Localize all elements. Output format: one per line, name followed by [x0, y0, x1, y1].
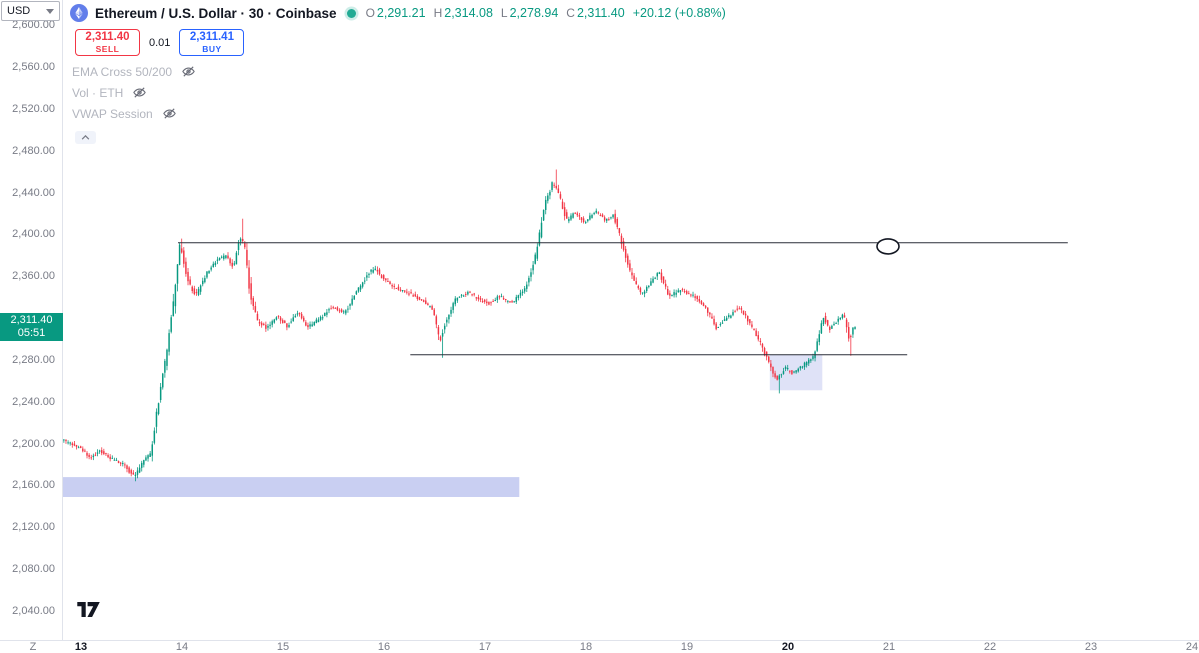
- spread-value: 0.01: [149, 36, 171, 49]
- drawing-rectangle[interactable]: [62, 477, 520, 497]
- symbol-header: Ethereum / U.S. Dollar · 30 · Coinbase O…: [70, 3, 726, 23]
- open-label: O: [365, 6, 375, 20]
- ohlc-readout: O 2,291.21 H 2,314.08 L 2,278.94 C 2,311.40 …: [366, 6, 726, 20]
- time-axis-label: 24: [1185, 641, 1199, 653]
- price-axis-label: 2,160.00: [12, 479, 55, 492]
- time-axis[interactable]: Z 13 14 15 16 17 18 19 20 21 22 23 24: [0, 640, 1199, 653]
- currency-value: USD: [7, 5, 31, 17]
- price-axis[interactable]: 2,311.40 05:51 2,600.00 2,560.00 2,520.00 2…: [0, 0, 63, 640]
- market-status-icon[interactable]: [346, 8, 356, 18]
- bar-countdown: 05:51: [17, 327, 46, 340]
- eye-off-icon[interactable]: [162, 106, 177, 121]
- chevron-up-icon: [81, 135, 90, 140]
- buy-button[interactable]: 2,311.41 BUY: [179, 29, 245, 56]
- time-axis-label: 15: [276, 641, 290, 653]
- price-axis-label: 2,440.00: [12, 186, 55, 199]
- time-axis-label: 18: [579, 641, 593, 653]
- indicator-label: Vol · ETH: [72, 85, 124, 100]
- price-axis-label: 2,480.00: [12, 144, 55, 157]
- current-price-label: 2,311.40 05:51: [0, 313, 63, 342]
- collapse-legend-button[interactable]: [75, 131, 96, 144]
- indicator-label: EMA Cross 50/200: [72, 64, 173, 79]
- price-axis-label: 2,120.00: [12, 521, 55, 534]
- price-axis-label: 2,520.00: [12, 102, 55, 115]
- time-axis-label: 22: [983, 641, 997, 653]
- price-axis-label: 2,600.00: [12, 19, 55, 32]
- chevron-down-icon: [46, 8, 54, 14]
- indicator-row-volume[interactable]: Vol · ETH: [72, 85, 196, 100]
- change-value: +20.12 (+0.88%): [632, 6, 726, 20]
- eye-off-icon[interactable]: [132, 85, 147, 100]
- sell-button[interactable]: 2,311.40 SELL: [75, 29, 140, 56]
- time-axis-label: 14: [175, 641, 189, 653]
- time-axis-label: 21: [882, 641, 896, 653]
- time-axis-label: 20: [781, 641, 795, 653]
- currency-dropdown[interactable]: USD: [1, 1, 60, 21]
- sell-label: SELL: [95, 44, 120, 54]
- low-value: 2,278.94: [509, 6, 559, 20]
- tradingview-logo[interactable]: [77, 602, 101, 622]
- time-axis-label: 17: [478, 641, 492, 653]
- low-label: L: [500, 6, 508, 20]
- eye-off-icon[interactable]: [181, 64, 196, 79]
- indicator-row-vwap[interactable]: VWAP Session: [72, 106, 196, 121]
- time-axis-label: 23: [1084, 641, 1098, 653]
- close-value: 2,311.40: [576, 6, 625, 20]
- price-axis-label: 2,080.00: [12, 563, 55, 576]
- indicator-label: VWAP Session: [72, 106, 153, 121]
- price-axis-label: 2,400.00: [12, 228, 55, 241]
- buy-price: 2,311.41: [189, 30, 234, 43]
- symbol-title[interactable]: Ethereum / U.S. Dollar · 30 · Coinbase: [95, 5, 337, 21]
- high-label: H: [433, 6, 443, 20]
- high-value: 2,314.08: [444, 6, 493, 20]
- ellipse-annotation[interactable]: [876, 238, 900, 255]
- price-axis-label: 2,200.00: [12, 437, 55, 450]
- time-axis-label: 19: [680, 641, 694, 653]
- indicator-row-ema-cross[interactable]: EMA Cross 50/200: [72, 64, 196, 79]
- time-axis-label: 13: [74, 641, 88, 653]
- candlestick-series: [63, 169, 856, 482]
- price-axis-label: 2,560.00: [12, 61, 55, 73]
- price-axis-label: 2,240.00: [12, 395, 55, 408]
- time-axis-label: 16: [377, 641, 391, 653]
- price-axis-label: 2,040.00: [12, 605, 55, 618]
- open-value: 2,291.21: [376, 6, 426, 20]
- sell-price: 2,311.40: [85, 30, 130, 43]
- indicator-legend: EMA Cross 50/200 Vol · ETH VWAP Session: [72, 64, 196, 121]
- price-axis-label: 2,280.00: [12, 353, 55, 366]
- drawing-rectangles: [62, 354, 823, 497]
- ethereum-icon: [70, 4, 88, 22]
- trade-widget: 2,311.40 SELL 0.01 2,311.41 BUY: [75, 29, 245, 56]
- close-label: C: [566, 6, 575, 20]
- buy-label: BUY: [202, 44, 222, 54]
- price-axis-label: 2,360.00: [12, 270, 55, 283]
- timezone-button[interactable]: Z: [29, 641, 37, 653]
- current-price-value: 2,311.40: [10, 314, 53, 327]
